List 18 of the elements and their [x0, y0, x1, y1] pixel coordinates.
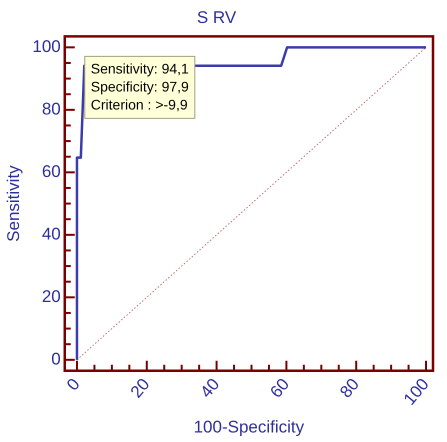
chart-title: S RV	[196, 8, 237, 27]
y-tick-label: 80	[42, 100, 61, 119]
y-tick-label: 40	[42, 224, 61, 244]
y-axis-title: Sensitivity	[4, 164, 23, 242]
x-tick-label: 0	[62, 374, 84, 394]
y-tick-label: 20	[42, 287, 61, 306]
y-tick-label: 0	[51, 350, 61, 369]
x-axis-title: 100-Specificity	[194, 417, 305, 436]
y-tick-label: 60	[42, 162, 61, 182]
x-tick-label: 60	[266, 374, 294, 402]
annotation: Criterion : >-9,9	[90, 96, 188, 112]
x-tick-label: 40	[196, 374, 224, 402]
x-tick-label: 20	[126, 374, 154, 402]
annotation: Sensitivity: 94,1	[90, 60, 190, 76]
y-tick-label: 100	[32, 37, 61, 56]
x-tick-label: 100	[400, 374, 433, 409]
annotation: Specificity: 97,9	[90, 78, 190, 94]
x-tick-label: 80	[336, 374, 363, 402]
